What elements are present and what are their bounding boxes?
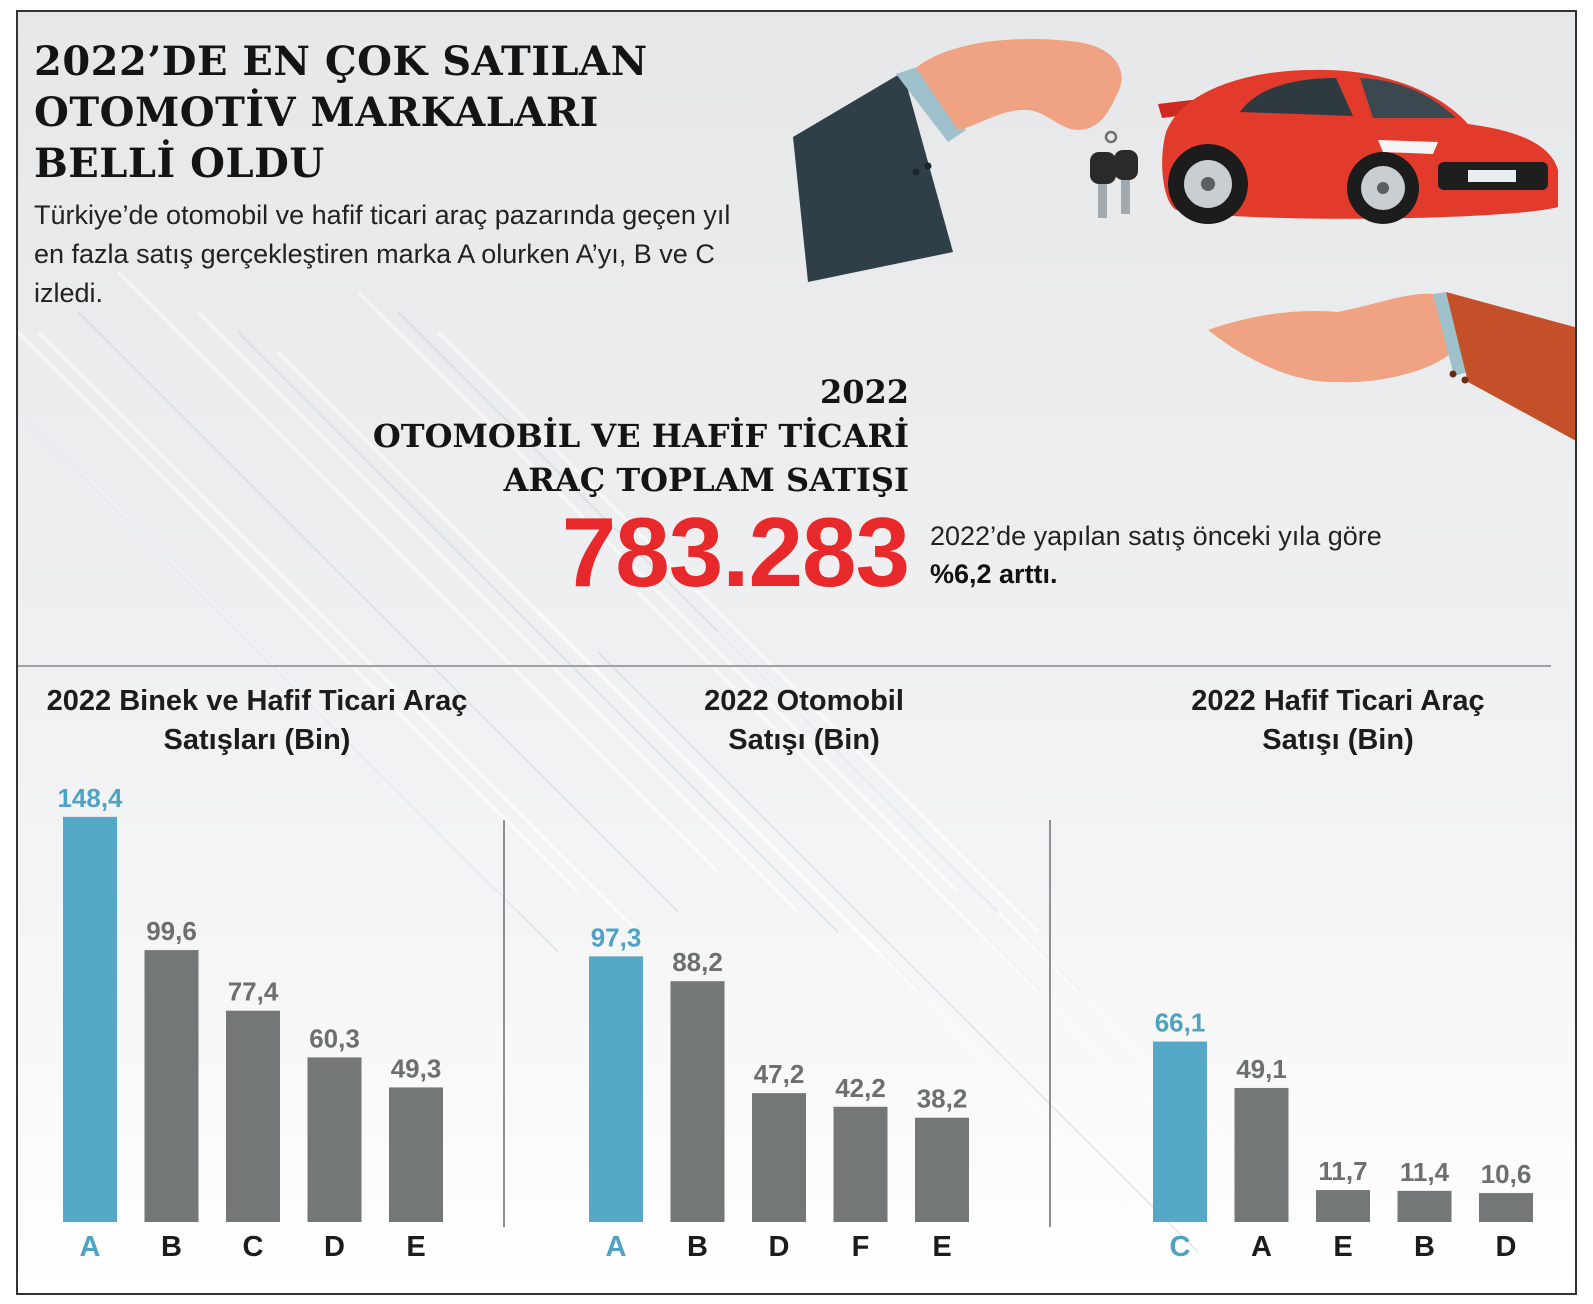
total-sales-value: 783.283 [561,497,910,607]
intro-text: Türkiye’de otomobil ve hafif ticari araç… [34,200,731,308]
hand-with-key-icon [793,39,1122,282]
chart-2-value-label: 38,2 [917,1084,968,1114]
chart-2-value-label: 88,2 [672,947,723,977]
chart-3-bar-D [1479,1193,1533,1222]
chart-1-value-label: 49,3 [391,1053,442,1083]
chart-3-value-label: 11,4 [1400,1157,1450,1187]
section-divider [18,665,1551,667]
car-sale-illustration [793,39,1575,441]
chart-1-bar-B [144,950,199,1222]
chart-2-category-label: A [606,1231,627,1263]
chart-3-category-label: A [1251,1231,1272,1263]
chart-1-category-label: A [80,1231,101,1263]
chart-1-value-label: 99,6 [146,916,197,946]
chart-1-bar-D [307,1057,362,1222]
background-streaks [18,270,1320,1253]
chart-2-category-label: E [932,1231,951,1263]
chart-3-title: 2022 Hafif Ticari Araç Satışı (Bin) [1191,685,1485,756]
chart-2-value-label: 47,2 [754,1059,805,1089]
open-hand-icon [1208,292,1575,441]
headline: 2022’DE EN ÇOK SATILAN OTOMOTİV MARKALAR… [34,38,648,187]
chart-1-title: 2022 Binek ve Hafif Ticari Araç Satışlar… [46,685,468,756]
chart-3-value-label: 66,1 [1155,1008,1206,1038]
chart-3-value-label: 10,6 [1481,1159,1532,1189]
chart-3-value-label: 49,1 [1236,1054,1287,1084]
car-key-icon [1090,130,1138,218]
chart-3-bar-B [1397,1190,1452,1222]
infographic-frame: 2022’DE EN ÇOK SATILAN OTOMOTİV MARKALAR… [16,10,1577,1295]
chart-2-category-label: D [769,1231,790,1263]
growth-percentage: %6,2 arttı. [930,559,1058,589]
total-sales-note: 2022’de yapılan satış önceki yıla göre %… [930,517,1450,593]
red-sports-car-icon [1158,69,1558,224]
chart-2-bar-A [589,956,643,1222]
chart-1-bar-C [226,1010,280,1222]
total-sales-title: 2022 OTOMOBİL VE HAFİF TİCARİ ARAÇ TOPLA… [372,373,909,499]
chart-2-title: 2022 Otomobil Satışı (Bin) [704,685,904,756]
chart-3-category-label: C [1170,1231,1191,1263]
chart-2-value-label: 97,3 [591,922,642,952]
chart-1-value-label: 148,4 [57,783,123,813]
chart-2-category-label: F [852,1231,870,1263]
total-sales-note-text: 2022’de yapılan satış önceki yıla göre [930,521,1382,551]
chart-3-category-label: D [1496,1231,1517,1263]
chart-2-bar-B [670,981,725,1222]
chart-2-bar-E [915,1117,969,1222]
chart-3-category-label: E [1333,1231,1352,1263]
bar-charts: 148,4 A 99,6 B 77,4 C 60,3 D 49,3 E 97,3 A 88,2 B 47,2… [57,783,1533,1263]
chart-1-category-label: B [161,1231,182,1263]
chart-2-bar-D [752,1093,806,1222]
chart-3-category-label: B [1414,1231,1435,1263]
chart-1-value-label: 60,3 [309,1023,360,1053]
chart-1-category-label: D [324,1231,345,1263]
chart-3-value-label: 11,7 [1318,1156,1367,1186]
chart-2-category-label: B [687,1231,708,1263]
chart-3-bar-A [1234,1087,1289,1222]
chart-1-bar-A [63,816,117,1222]
chart-1-bar-E [389,1087,443,1222]
chart-2-value-label: 42,2 [835,1073,886,1103]
chart-2-bar-F [833,1106,888,1222]
chart-1-value-label: 77,4 [228,977,279,1007]
chart-3-bar-C [1153,1041,1207,1222]
chart-1-category-label: C [243,1231,264,1263]
chart-1-category-label: E [406,1231,425,1263]
chart-3-bar-E [1316,1190,1370,1222]
